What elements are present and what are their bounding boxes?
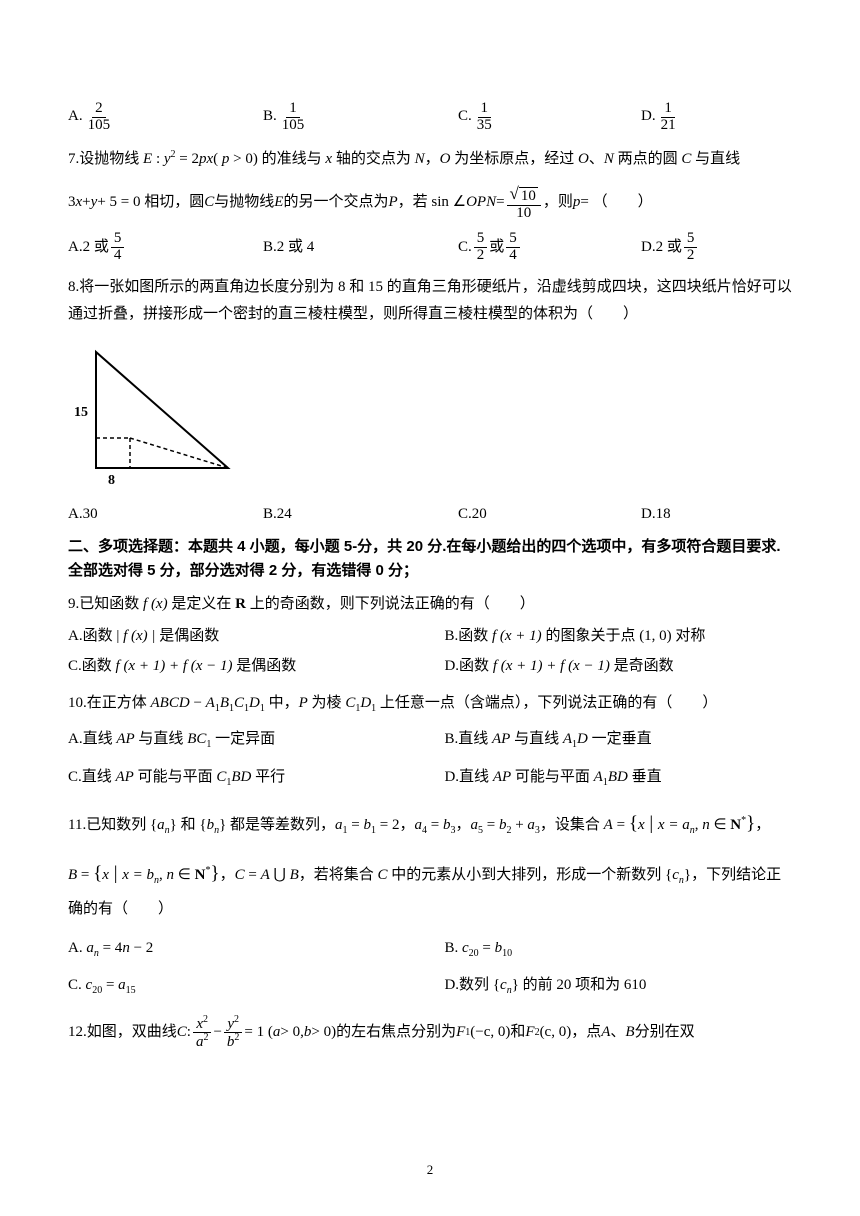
- q10-C: C.直线 AP 可能与平面 C1BD 平行: [68, 767, 444, 791]
- q8-A: A.30: [68, 504, 263, 526]
- q8-D: D.18: [641, 504, 671, 526]
- section2-heading: 二、多项选择题：本题共 4 小题，每小题 5-分，共 20 分.在每小题给出的四…: [68, 535, 792, 583]
- q9-row1: A.函数 | f (x) | 是偶函数 B.函数 f (x + 1) 的图象关于…: [68, 626, 792, 648]
- q10-stem: 10.在正方体 ABCD − A1B1C1D1 中，P 为棱 C1D1 上任意一…: [68, 688, 792, 720]
- q7-choices: A.2 或 54 B.2 或 4 C. 52 或 54 D.2 或 52: [68, 231, 792, 264]
- q11-stem-l1: 11.已知数列 {an} 和 {bn} 都是等差数列，a1 = b1 = 2，a…: [68, 804, 792, 844]
- q8-C: C.20: [458, 504, 641, 526]
- q11-C: C. c20 = a15: [68, 975, 444, 999]
- q7-choice-D: D.2 或 52: [641, 231, 699, 264]
- q9-A: A.函数 | f (x) | 是偶函数: [68, 626, 444, 648]
- q6-choice-C: C. 135: [458, 101, 641, 134]
- q7-choice-B: B.2 或 4: [263, 231, 458, 264]
- q8-B: B.24: [263, 504, 458, 526]
- q7-stem-line2: 3x + y + 5 = 0 相切，圆 C 与抛物线 E 的另一个交点为 P，若…: [68, 185, 792, 221]
- q10-A: A.直线 AP 与直线 BC1 一定异面: [68, 729, 444, 753]
- q12-stem: 12.如图，双曲线 C : x2a2 − y2b2 = 1 (a > 0, b …: [68, 1015, 792, 1052]
- q8-choices: A.30 B.24 C.20 D.18: [68, 504, 792, 526]
- q11-row2: C. c20 = a15 D.数列 {cn} 的前 20 项和为 610: [68, 975, 792, 999]
- q11-D: D.数列 {cn} 的前 20 项和为 610: [444, 975, 792, 999]
- q10-D: D.直线 AP 可能与平面 A1BD 垂直: [444, 767, 792, 791]
- q6-A-label: A.: [68, 106, 83, 128]
- q11-stem-l2: B = {x | x = bn, n ∈ N*}，C = A ⋃ B，若将集合 …: [68, 854, 792, 925]
- q9-stem: 9.已知函数 f (x) 是定义在 R 上的奇函数，则下列说法正确的有（ ）: [68, 591, 792, 618]
- q10-row1: A.直线 AP 与直线 BC1 一定异面 B.直线 AP 与直线 A1D 一定垂…: [68, 729, 792, 753]
- q10-row2: C.直线 AP 可能与平面 C1BD 平行 D.直线 AP 可能与平面 A1BD…: [68, 767, 792, 791]
- q10-B: B.直线 AP 与直线 A1D 一定垂直: [444, 729, 792, 753]
- q7-stem: 7.设抛物线 E : y2 = 2px( p > 0) 的准线与 x 轴的交点为…: [68, 144, 792, 176]
- q9-B: B.函数 f (x + 1) 的图象关于点 (1, 0) 对称: [444, 626, 792, 648]
- q6-choice-B: B. 1105: [263, 101, 458, 134]
- q11-row1: A. an = 4n − 2 B. c20 = b10: [68, 938, 792, 962]
- q6-D-label: D.: [641, 106, 656, 128]
- q8-figure: 15 8: [68, 340, 792, 496]
- q9-C: C.函数 f (x + 1) + f (x − 1) 是偶函数: [68, 656, 444, 678]
- q6-C-label: C.: [458, 106, 472, 128]
- q6-choice-A: A. 2105: [68, 101, 263, 134]
- q9-row2: C.函数 f (x + 1) + f (x − 1) 是偶函数 D.函数 f (…: [68, 656, 792, 678]
- q6-choices: A. 2105 B. 1105 C. 135 D. 121: [68, 101, 792, 134]
- q11-B: B. c20 = b10: [444, 938, 792, 962]
- q11-A: A. an = 4n − 2: [68, 938, 444, 962]
- svg-text:15: 15: [74, 405, 88, 420]
- q6-choice-D: D. 121: [641, 101, 681, 134]
- q9-D: D.函数 f (x + 1) + f (x − 1) 是奇函数: [444, 656, 792, 678]
- q8-stem: 8.将一张如图所示的两直角边长度分别为 8 和 15 的直角三角形硬纸片，沿虚线…: [68, 274, 792, 328]
- q7-choice-C: C. 52 或 54: [458, 231, 641, 264]
- q7-choice-A: A.2 或 54: [68, 231, 263, 264]
- q6-B-label: B.: [263, 106, 277, 128]
- page-number: 2: [0, 1161, 860, 1180]
- svg-text:8: 8: [108, 473, 115, 488]
